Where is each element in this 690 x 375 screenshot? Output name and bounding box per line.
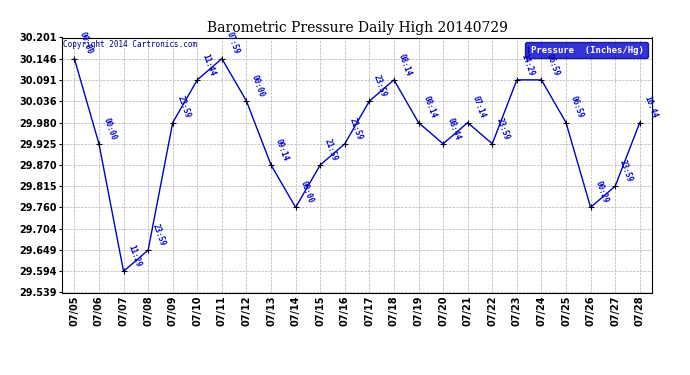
Text: 23:59: 23:59 [151, 222, 167, 248]
Text: 00:29: 00:29 [593, 180, 610, 205]
Text: 08:14: 08:14 [422, 95, 437, 120]
Text: 00:00: 00:00 [77, 31, 94, 56]
Text: 09:14: 09:14 [274, 137, 290, 162]
Text: 06:59: 06:59 [544, 52, 560, 77]
Text: 23:59: 23:59 [372, 74, 388, 98]
Text: 21:59: 21:59 [348, 116, 364, 141]
Text: 07:14: 07:14 [471, 95, 487, 120]
Text: 00:00: 00:00 [249, 74, 266, 98]
Text: 08:44: 08:44 [446, 116, 462, 141]
Text: 21:59: 21:59 [323, 137, 339, 162]
Title: Barometric Pressure Daily High 20140729: Barometric Pressure Daily High 20140729 [206, 21, 508, 35]
Legend: Pressure  (Inches/Hg): Pressure (Inches/Hg) [524, 42, 647, 58]
Text: 00:00: 00:00 [298, 180, 315, 205]
Text: 07:59: 07:59 [225, 31, 241, 56]
Text: 23:59: 23:59 [618, 159, 634, 183]
Text: 11:29: 11:29 [126, 244, 143, 268]
Text: Copyright 2014 Cartronics.com: Copyright 2014 Cartronics.com [63, 40, 197, 49]
Text: 00:00: 00:00 [101, 116, 118, 141]
Text: 08:14: 08:14 [397, 52, 413, 77]
Text: 23:59: 23:59 [495, 116, 511, 141]
Text: 23:59: 23:59 [175, 95, 192, 120]
Text: 14:29: 14:29 [520, 52, 536, 77]
Text: 11:44: 11:44 [200, 52, 217, 77]
Text: 06:59: 06:59 [569, 95, 585, 120]
Text: 10:44: 10:44 [642, 95, 659, 120]
